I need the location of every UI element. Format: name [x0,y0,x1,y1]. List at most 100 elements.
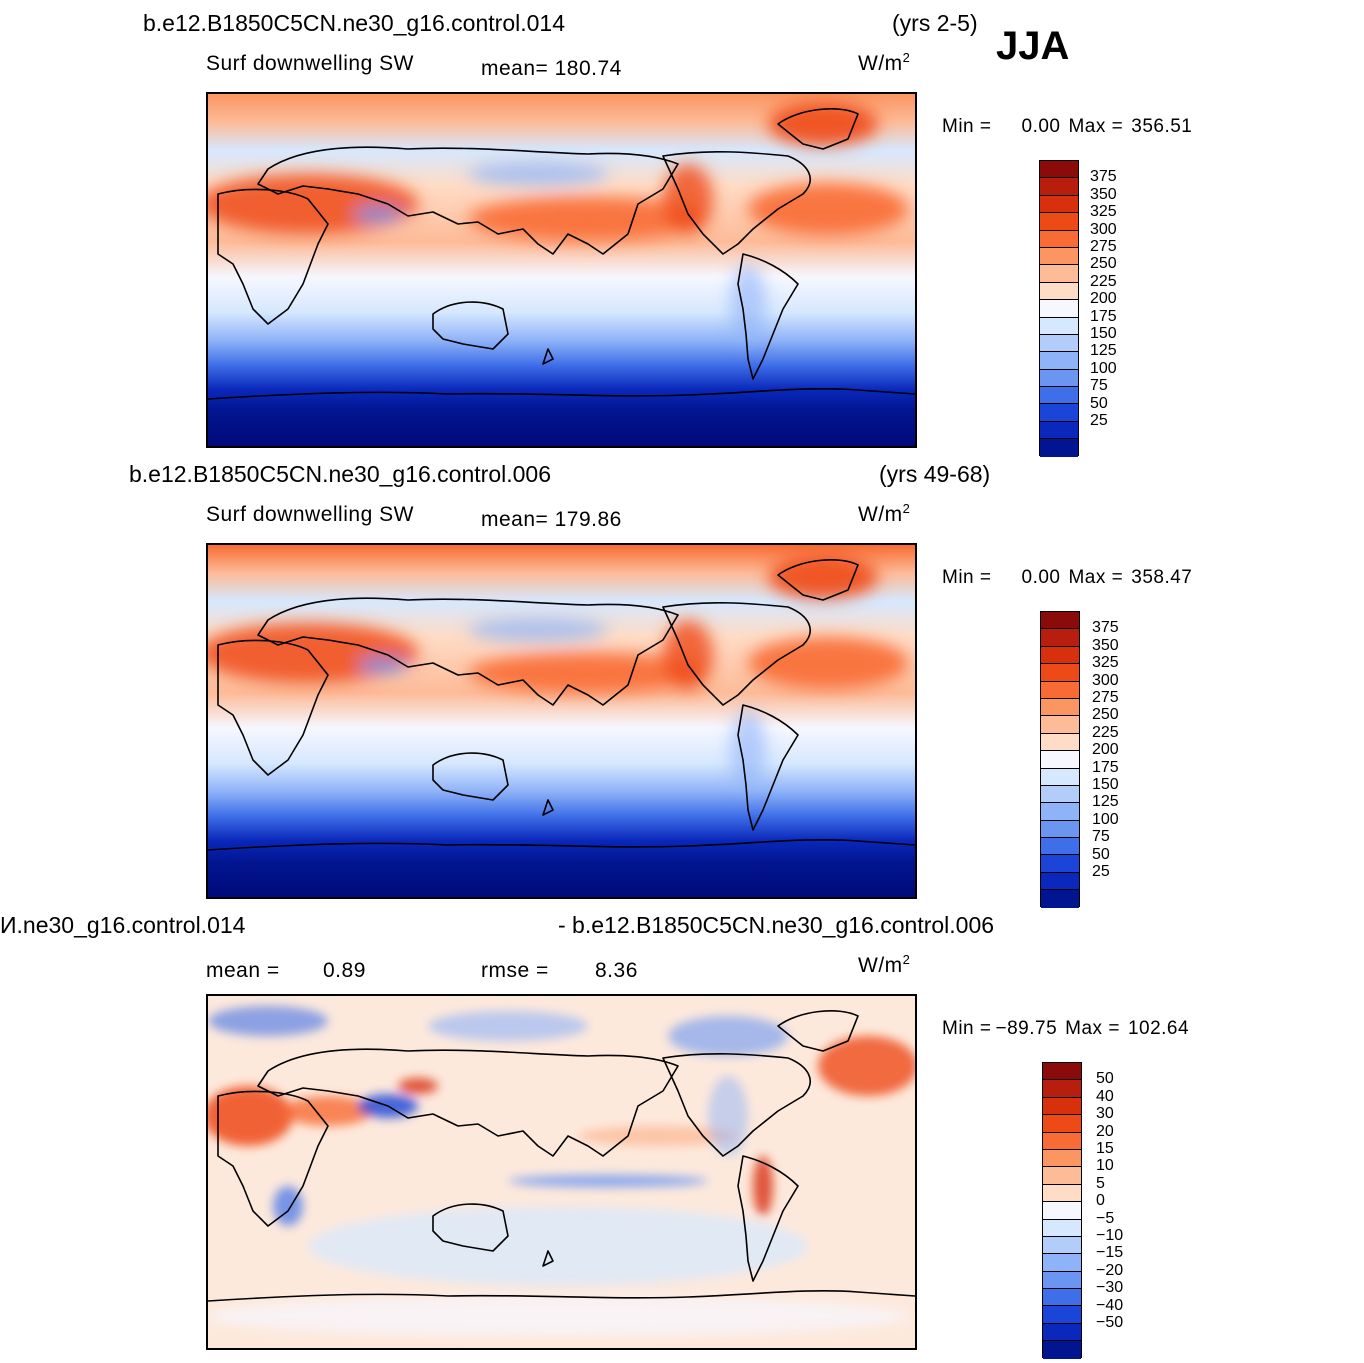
colorbar-label: 375 [1090,168,1117,186]
colorbar-swatch [1040,300,1078,318]
colorbar-swatch [1043,1219,1081,1237]
colorbar-label: 125 [1092,793,1119,811]
colorbar-swatch [1041,646,1079,665]
panel2-years: (yrs 49-68) [879,461,991,487]
colorbar-label: 200 [1090,290,1117,308]
colorbar-swatch [1041,681,1079,699]
colorbar-label: 50 [1096,1070,1114,1088]
colorbar-swatch [1043,1149,1081,1168]
colorbar-swatch [1043,1184,1081,1203]
colorbar-swatch [1040,161,1078,179]
colorbar-swatch [1043,1132,1081,1150]
colorbar-label: −50 [1096,1314,1124,1331]
colorbar-label: 0 [1096,1192,1105,1210]
colorbar-swatch [1043,1254,1081,1272]
colorbar-swatch [1043,1271,1081,1290]
panel2-variable: Surf downwelling SW [206,503,414,526]
colorbar-label: 25 [1090,412,1108,429]
panel2-units: W/m2 [858,501,911,526]
colorbar-label: 25 [1092,863,1110,880]
panel1-variable: Surf downwelling SW [206,52,414,75]
colorbar-label: −5 [1096,1209,1115,1227]
colorbar-swatch [1043,1115,1081,1133]
colorbar-label: −10 [1096,1227,1124,1244]
colorbar-swatch [1043,1306,1081,1324]
colorbar-swatch [1041,890,1079,908]
colorbar-swatch [1041,855,1079,873]
colorbar-swatch [1041,612,1079,630]
colorbar-swatch [1040,195,1078,214]
panel3-map-field [208,996,915,1348]
colorbar-swatch [1041,768,1079,786]
colorbar-label: 50 [1090,394,1108,412]
colorbar-label: 100 [1090,359,1117,377]
panel2-mean: mean= 179.86 [481,508,622,531]
colorbar-label: 50 [1092,845,1110,863]
colorbar-swatch [1043,1080,1081,1098]
colorbar-swatch [1041,803,1079,821]
panel2-colorbar [1040,611,1080,908]
colorbar-swatch [1040,334,1078,353]
colorbar-label: 300 [1090,220,1117,238]
colorbar-label: 75 [1092,828,1110,846]
colorbar-swatch [1041,629,1079,647]
colorbar-label: 225 [1092,723,1119,741]
colorbar-swatch [1041,716,1079,734]
colorbar-swatch [1041,664,1079,682]
colorbar-label: 300 [1092,671,1119,689]
colorbar-swatch [1040,282,1078,301]
colorbar-swatch [1040,387,1078,405]
panel3-map [206,994,917,1350]
colorbar-label: 20 [1096,1122,1114,1140]
colorbar-label: 175 [1092,758,1119,776]
colorbar-swatch [1043,1167,1081,1185]
colorbar-swatch [1043,1236,1081,1255]
colorbar-swatch [1043,1289,1081,1307]
colorbar-label: 40 [1096,1087,1114,1105]
colorbar-swatch [1043,1063,1081,1081]
colorbar-swatch [1040,369,1078,388]
colorbar-label: 15 [1096,1140,1114,1157]
colorbar-swatch [1040,404,1078,422]
season-label: JJA [996,24,1070,68]
panel2-minmax: Min = 0.00 Max = 358.47 [942,567,1193,588]
colorbar-swatch [1043,1341,1081,1359]
panel3-colorbar [1042,1062,1082,1359]
panel1-case-title: b.e12.B1850C5CN.ne30_g16.control.014 [143,10,565,36]
colorbar-swatch [1041,751,1079,769]
panel1-minmax: Min = 0.00 Max = 356.51 [942,116,1193,137]
colorbar-label: 350 [1092,636,1119,654]
panel1-map [206,92,917,448]
colorbar-label: −15 [1096,1244,1124,1262]
panel1-map-field [208,94,915,446]
panel1-mean: mean= 180.74 [481,57,622,80]
colorbar-swatch [1041,785,1079,804]
panel3-mean-value: 0.89 [323,959,366,982]
panel2-map-field [208,545,915,897]
colorbar-swatch [1040,265,1078,283]
colorbar-swatch [1040,178,1078,196]
colorbar-label: 125 [1090,342,1117,360]
colorbar-swatch [1040,439,1078,457]
colorbar-label: −20 [1096,1261,1124,1279]
colorbar-swatch [1040,352,1078,370]
colorbar-label: 5 [1096,1174,1105,1192]
colorbar-swatch [1041,838,1079,856]
colorbar-swatch [1043,1202,1081,1220]
panel3-minmax: Min = −89.75 Max = 102.64 [942,1018,1190,1039]
colorbar-swatch [1040,230,1078,248]
colorbar-swatch [1043,1323,1081,1342]
colorbar-label: 10 [1096,1157,1114,1175]
colorbar-swatch [1040,421,1078,440]
colorbar-swatch [1040,213,1078,231]
panel1-colorbar [1039,160,1079,457]
colorbar-label: 150 [1090,325,1117,342]
colorbar-label: 150 [1092,776,1119,793]
panel2-map [206,543,917,899]
colorbar-label: 275 [1092,689,1119,706]
panel3-units: W/m2 [858,952,911,977]
panel2-case-title: b.e12.B1850C5CN.ne30_g16.control.006 [129,461,551,487]
colorbar-label: 350 [1090,185,1117,203]
colorbar-label: 375 [1092,619,1119,637]
colorbar-label: 75 [1090,377,1108,395]
